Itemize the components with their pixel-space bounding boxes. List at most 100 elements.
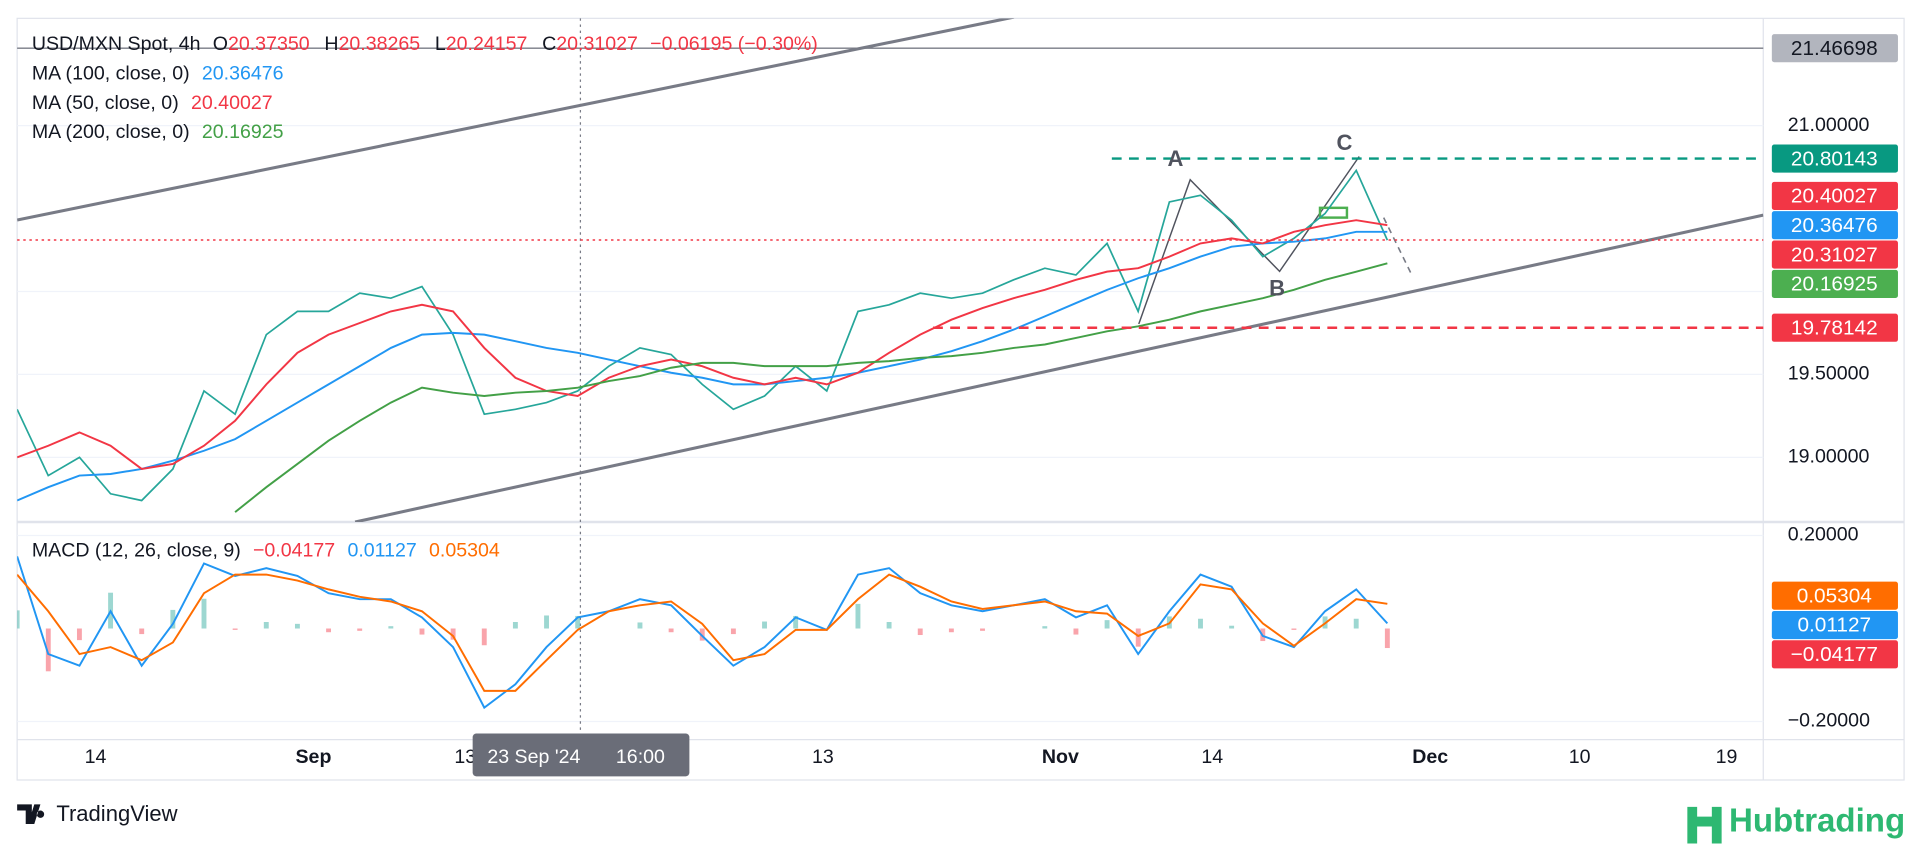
histogram-bar [201, 598, 207, 629]
histogram-bar [762, 621, 767, 629]
legend-name: MA (50, close, 0) [32, 92, 179, 114]
price-tag [1771, 34, 1898, 63]
tradingview-logo [17, 804, 45, 824]
hubtrading-brand: Hubtrading [1729, 802, 1905, 839]
price-tag [1771, 640, 1898, 669]
projection [1382, 217, 1413, 276]
legend-entry: MA (200, close, 0) 20.16925 [32, 121, 284, 143]
x-tick-label: 13 [812, 746, 834, 768]
price-tag-label: 20.31027 [1791, 243, 1878, 266]
crosshair-time: 16:00 [616, 746, 665, 768]
price-tag [1771, 211, 1898, 240]
histogram-bar [170, 609, 176, 629]
ohlc-letter: O [213, 33, 228, 55]
histogram-bar [948, 628, 954, 633]
hubtrading-logo [1687, 806, 1722, 844]
ohlc-letter: H [324, 33, 338, 55]
y-tick-label: −0.20000 [1788, 710, 1870, 732]
legend-name: MACD (12, 26, close, 9) [32, 540, 241, 562]
x-tick-label: 14 [85, 746, 107, 768]
tradingview-brand: TradingView [56, 801, 177, 826]
histogram-bar [637, 622, 643, 629]
histogram-bar [575, 615, 581, 629]
ohlc-value: 20.38265 [338, 33, 420, 55]
price-tag [1771, 181, 1898, 210]
histogram-bar [326, 628, 332, 633]
histogram-bar [1042, 626, 1048, 629]
histogram-bar [855, 603, 861, 629]
legend-entry: MACD (12, 26, close, 9) −0.04177 0.01127 0.… [32, 540, 500, 562]
price-tag-label: 20.40027 [1791, 185, 1878, 208]
histogram-bar [1198, 618, 1203, 629]
legend-value: 0.01127 [347, 540, 416, 562]
histogram-bar [980, 628, 985, 631]
legend-value: −0.04177 [253, 540, 335, 562]
x-tick-label: 13 [454, 746, 476, 768]
series-line [17, 168, 1389, 502]
histogram-bar [294, 623, 300, 629]
histogram-bar [668, 628, 674, 633]
histogram-bar [512, 621, 518, 629]
y-tick-label: 0.20000 [1788, 524, 1859, 546]
macd-pane [17, 556, 1390, 710]
y-tick-label: 19.50000 [1788, 363, 1870, 385]
price-tag [1771, 269, 1898, 298]
price-pane [17, 168, 1389, 513]
histogram-bar [730, 628, 736, 635]
legend-entry: MA (50, close, 0) 20.40027 [32, 92, 273, 114]
price-tag [1771, 610, 1898, 640]
price-tag-label: 20.16925 [1791, 273, 1878, 296]
drawings [17, 18, 1764, 523]
ohlc-letter: L [435, 33, 446, 55]
legend-value: 20.16925 [202, 121, 284, 143]
flag [1318, 206, 1349, 219]
histogram-bar [1353, 618, 1359, 629]
x-tick-label: 14 [1201, 746, 1223, 768]
price-tag-label: −0.04177 [1791, 643, 1878, 666]
histogram-bar [17, 610, 20, 629]
x-tick-label: 10 [1569, 746, 1591, 768]
legend-value: 20.36476 [202, 63, 284, 85]
ohlc-letter: C [542, 33, 556, 55]
legend-entry: MA (100, close, 0) 20.36476 [32, 63, 284, 85]
histogram-bar [388, 626, 394, 629]
histogram-bar [917, 628, 923, 636]
change: −0.06195 (−0.30%) [650, 33, 818, 55]
x-tick-label: Sep [296, 746, 332, 768]
trend-line [17, 18, 1015, 222]
price-tag-label: 21.46698 [1791, 37, 1878, 60]
price-tags: 21.46698 20.80143 20.40027 20.36476 20.31027… [17, 34, 1898, 669]
histogram-bar [1104, 620, 1110, 629]
legend-title: USD/MXN Spot, 4h O20.37350 H20.38265 L20.24… [32, 33, 818, 55]
price-tag [1771, 240, 1898, 269]
series-line [17, 556, 1389, 710]
ohlc-value: 20.24157 [446, 33, 528, 55]
crosshair-date: 23 Sep '24 [487, 746, 580, 768]
x-tick-label: Nov [1042, 746, 1079, 768]
series-line [17, 573, 1388, 692]
legend-value: 20.40027 [191, 92, 273, 114]
x-tick-label: 19 [1716, 746, 1738, 768]
histogram-bar [139, 628, 145, 635]
legend: USD/MXN Spot, 4h O20.37350 H20.38265 L20.24… [32, 33, 1353, 561]
histogram-bar [45, 628, 51, 672]
price-tag-label: 0.05304 [1797, 584, 1872, 607]
histogram-bar [1384, 628, 1390, 649]
footer: TradingView Hubtrading [17, 801, 1905, 844]
y-tick-label: 21.00000 [1788, 114, 1870, 136]
price-tag-label: 19.78142 [1791, 316, 1878, 339]
price-tag [1771, 313, 1898, 342]
histogram-bar [481, 628, 487, 646]
histogram-bar [1291, 628, 1297, 630]
crosshair-label-box [472, 733, 690, 777]
histogram-bar [793, 615, 799, 629]
histogram-bar [232, 628, 238, 630]
price-tag-label: 20.36476 [1791, 214, 1878, 237]
series-line [17, 230, 1388, 502]
trend-line [354, 213, 1764, 523]
histogram-bar [419, 628, 425, 635]
histogram-bar [544, 615, 549, 629]
pattern-label: B [1269, 276, 1285, 301]
